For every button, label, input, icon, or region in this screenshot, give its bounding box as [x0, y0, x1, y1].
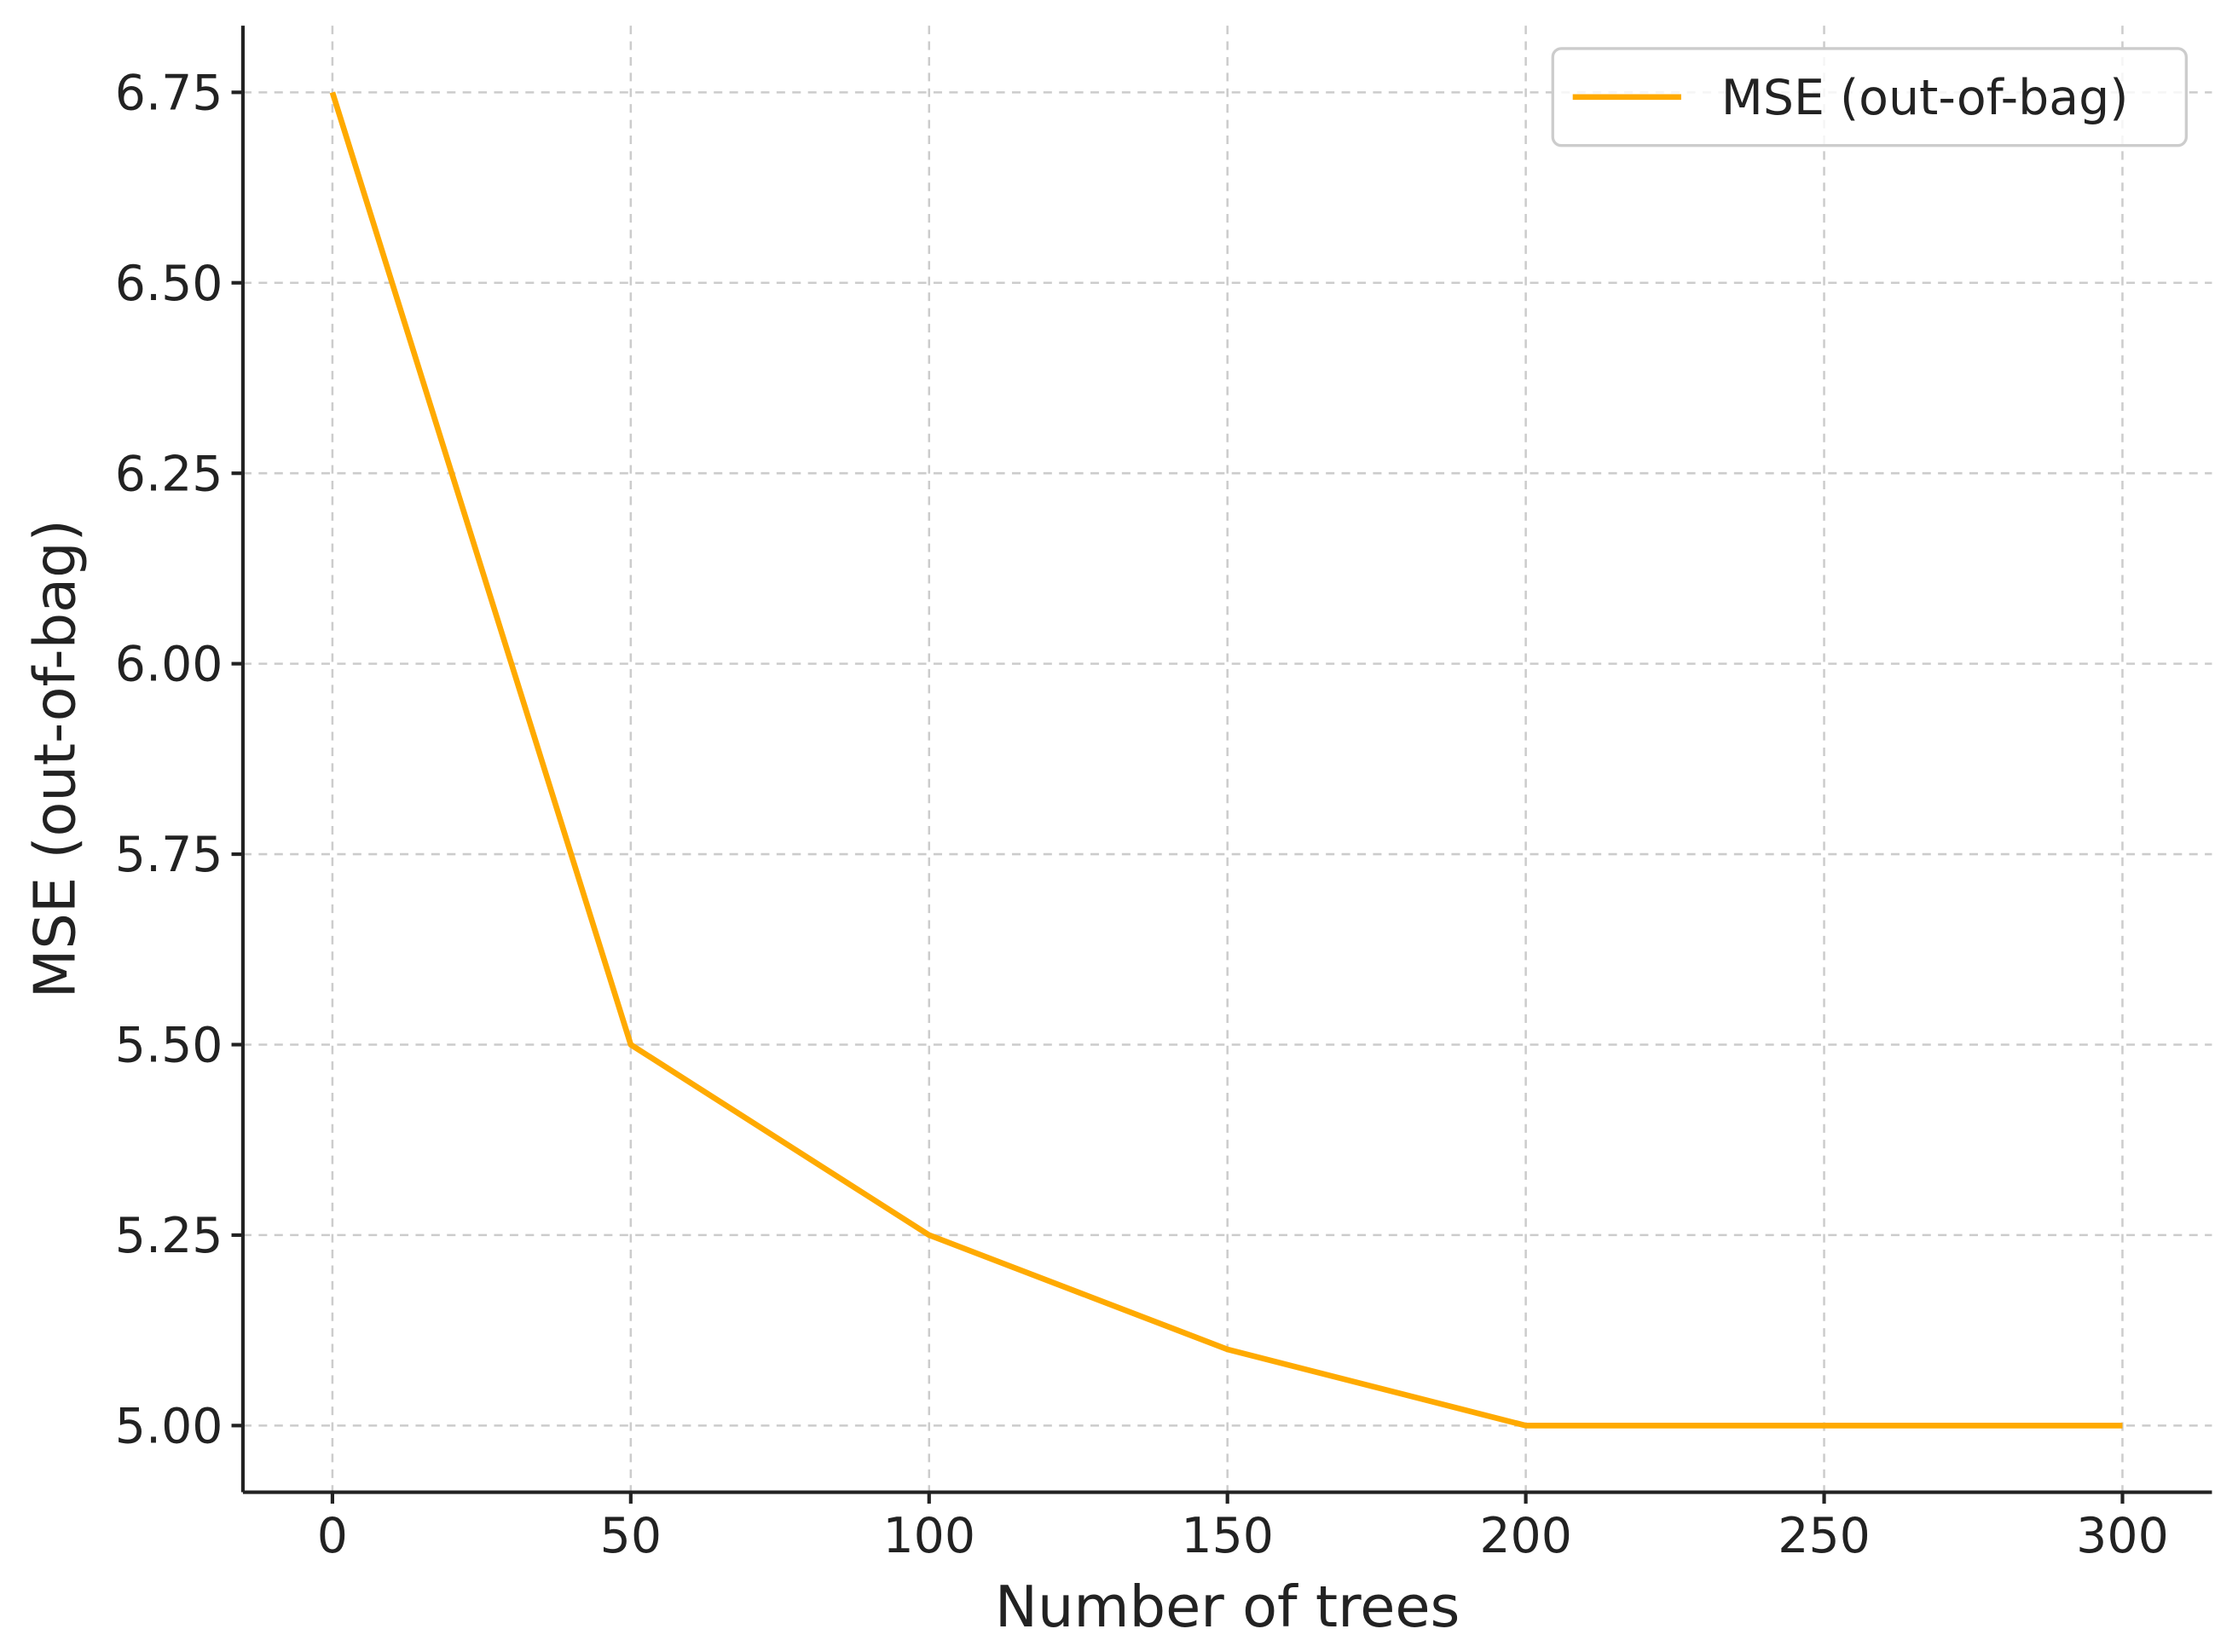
x-tick-label: 100 — [882, 1508, 975, 1564]
x-axis-label: Number of trees — [995, 1574, 1460, 1640]
legend-label: MSE (out-of-bag) — [1721, 70, 2129, 126]
x-tick-label: 300 — [2076, 1508, 2169, 1564]
y-tick-label: 6.00 — [115, 637, 223, 693]
y-tick-label: 6.25 — [115, 446, 223, 502]
x-tick-label: 200 — [1479, 1508, 1572, 1564]
y-tick-label: 5.25 — [115, 1208, 223, 1264]
y-tick-label: 5.50 — [115, 1018, 223, 1074]
line — [329, 91, 2123, 1429]
x-tick-label: 250 — [1778, 1508, 1871, 1564]
y-tick-label: 6.75 — [115, 65, 223, 121]
x-tick-label: 50 — [600, 1508, 662, 1564]
y-axis-label: MSE (out-of-bag) — [21, 519, 88, 998]
legend-box — [1551, 47, 2189, 147]
x-tick-label: 0 — [317, 1508, 348, 1564]
x-tick-label: 150 — [1181, 1508, 1274, 1564]
legend: MSE (out-of-bag) — [1551, 47, 2189, 147]
y-tick-label: 6.50 — [115, 256, 223, 312]
y-tick-label: 5.00 — [115, 1398, 223, 1454]
y-tick-label: 5.75 — [115, 827, 223, 883]
